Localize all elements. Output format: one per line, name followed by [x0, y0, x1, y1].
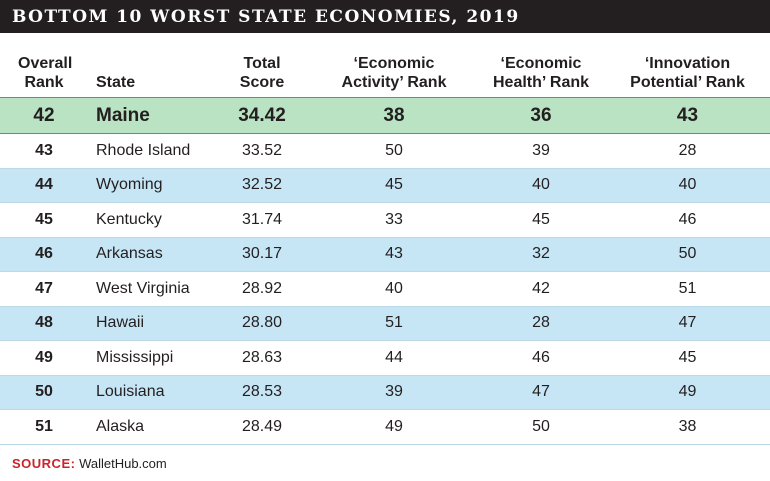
cell-innovation-rank: 51 — [678, 279, 697, 297]
cell-activity-rank: 39 — [385, 383, 403, 401]
cell-state: Alaska — [96, 417, 145, 435]
header-state-line2: State — [96, 74, 136, 91]
cell-total-score: 34.42 — [238, 104, 286, 126]
header-state: State — [96, 54, 135, 92]
cell-rank: 46 — [35, 245, 53, 263]
source-note: SOURCE: WalletHub.com — [12, 456, 167, 472]
table-row: 46 Arkansas 30.17 43 32 50 — [0, 237, 770, 272]
table-row-highlighted: 42 Maine 34.42 38 36 43 — [0, 97, 770, 134]
cell-rank: 50 — [35, 383, 53, 401]
cell-state: Hawaii — [96, 314, 145, 332]
cell-health-rank: 36 — [530, 104, 552, 126]
header-overall-rank-line2: Rank — [24, 74, 64, 91]
table-row: 49 Mississippi 28.63 44 46 45 — [0, 341, 770, 376]
cell-state: Arkansas — [96, 245, 163, 263]
cell-total-score: 28.63 — [241, 348, 283, 366]
cell-activity-rank: 49 — [385, 417, 403, 435]
cell-innovation-rank: 40 — [678, 176, 697, 194]
source-label: SOURCE: — [12, 456, 76, 471]
cell-rank: 49 — [35, 348, 53, 366]
cell-total-score: 28.92 — [241, 279, 283, 297]
cell-innovation-rank: 50 — [678, 245, 697, 263]
cell-total-score: 32.52 — [241, 176, 283, 194]
table-row: 48 Hawaii 28.80 51 28 47 — [0, 306, 770, 341]
cell-health-rank: 46 — [532, 348, 550, 366]
cell-state: Mississippi — [96, 348, 174, 366]
cell-rank: 51 — [35, 417, 53, 435]
cell-rank: 47 — [35, 279, 53, 297]
cell-state: Louisiana — [96, 383, 165, 401]
cell-innovation-rank: 49 — [678, 383, 697, 401]
header-economic-activity-rank: ‘Economic Activity’ Rank — [324, 54, 464, 92]
header-economic-activity-line2: Activity’ Rank — [341, 74, 447, 91]
header-innovation-potential-line1: ‘Innovation — [644, 55, 731, 72]
chart-title: BOTTOM 10 WORST STATE ECONOMIES, 2019 — [12, 7, 520, 27]
table-row: 50 Louisiana 28.53 39 47 49 — [0, 375, 770, 410]
cell-innovation-rank: 47 — [678, 314, 697, 332]
table-row: 43 Rhode Island 33.52 50 39 28 — [0, 134, 770, 169]
table-row: 45 Kentucky 31.74 33 45 46 — [0, 203, 770, 238]
cell-total-score: 28.49 — [241, 417, 283, 435]
cell-activity-rank: 45 — [385, 176, 403, 194]
cell-health-rank: 50 — [532, 417, 550, 435]
cell-total-score: 31.74 — [241, 210, 283, 228]
header-overall-rank: Overall Rank — [18, 54, 73, 92]
cell-health-rank: 47 — [532, 383, 550, 401]
cell-innovation-rank: 28 — [678, 141, 697, 159]
cell-state: Maine — [96, 104, 150, 126]
cell-rank: 44 — [35, 176, 53, 194]
cell-innovation-rank: 38 — [678, 417, 697, 435]
cell-health-rank: 28 — [532, 314, 550, 332]
header-state-line1 — [96, 54, 135, 73]
table-header: Overall Rank State Total Score ‘Economic… — [0, 46, 770, 94]
cell-health-rank: 40 — [532, 176, 550, 194]
header-economic-activity-line1: ‘Economic — [353, 55, 435, 72]
cell-total-score: 33.52 — [241, 141, 283, 159]
cell-activity-rank: 33 — [385, 210, 403, 228]
cell-activity-rank: 51 — [385, 314, 403, 332]
cell-activity-rank: 43 — [385, 245, 403, 263]
cell-rank: 42 — [33, 104, 55, 126]
source-value: WalletHub.com — [79, 456, 167, 471]
cell-total-score: 28.53 — [241, 383, 283, 401]
cell-state: Kentucky — [96, 210, 162, 228]
cell-total-score: 28.80 — [241, 314, 283, 332]
cell-innovation-rank: 43 — [676, 104, 699, 126]
cell-state: Wyoming — [96, 176, 163, 194]
cell-rank: 45 — [35, 210, 53, 228]
table-row: 51 Alaska 28.49 49 50 38 — [0, 410, 770, 445]
table-row: 44 Wyoming 32.52 45 40 40 — [0, 168, 770, 203]
header-economic-health-line1: ‘Economic — [500, 55, 582, 72]
table-row: 47 West Virginia 28.92 40 42 51 — [0, 272, 770, 307]
cell-total-score: 30.17 — [241, 245, 283, 263]
cell-activity-rank: 38 — [383, 104, 405, 126]
cell-activity-rank: 44 — [385, 348, 403, 366]
header-total-score-line2: Score — [239, 74, 285, 91]
header-overall-rank-line1: Overall — [18, 55, 73, 72]
cell-activity-rank: 40 — [385, 279, 403, 297]
header-total-score: Total Score — [232, 54, 292, 92]
cell-health-rank: 32 — [532, 245, 550, 263]
cell-health-rank: 42 — [532, 279, 550, 297]
cell-activity-rank: 50 — [385, 141, 403, 159]
cell-state: Rhode Island — [96, 141, 191, 159]
header-innovation-potential-line2: Potential’ Rank — [630, 74, 745, 91]
cell-health-rank: 39 — [532, 141, 550, 159]
cell-innovation-rank: 45 — [678, 348, 697, 366]
header-economic-health-rank: ‘Economic Health’ Rank — [481, 54, 601, 92]
cell-state: West Virginia — [96, 279, 190, 297]
cell-health-rank: 45 — [532, 210, 550, 228]
title-bar: BOTTOM 10 WORST STATE ECONOMIES, 2019 — [0, 0, 770, 33]
header-economic-health-line2: Health’ Rank — [492, 74, 590, 91]
cell-rank: 48 — [35, 314, 53, 332]
header-innovation-potential-rank: ‘Innovation Potential’ Rank — [615, 54, 760, 92]
cell-innovation-rank: 46 — [678, 210, 697, 228]
cell-rank: 43 — [35, 141, 53, 159]
header-total-score-line1: Total — [243, 55, 281, 72]
